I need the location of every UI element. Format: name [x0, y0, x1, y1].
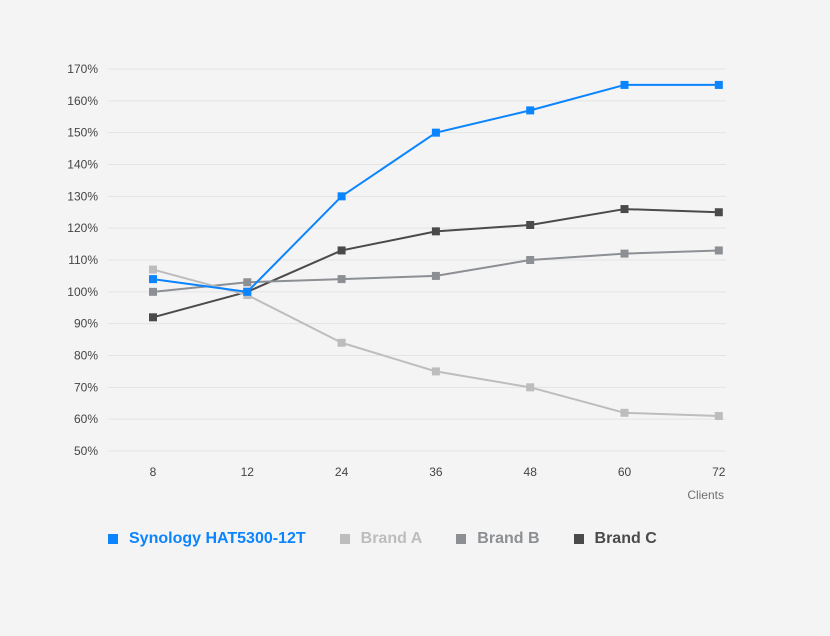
legend-label: Synology HAT5300-12T — [129, 530, 306, 547]
y-tick-label: 50% — [74, 444, 98, 458]
x-tick-label: 48 — [524, 465, 538, 479]
data-point — [431, 128, 440, 137]
legend-label: Brand B — [477, 530, 540, 547]
x-tick-label: 36 — [429, 465, 443, 479]
data-point — [431, 271, 440, 280]
data-point — [149, 287, 157, 296]
y-tick-label: 130% — [67, 189, 98, 203]
legend: Synology HAT5300-12T Brand A Brand B Brand … — [108, 529, 691, 549]
data-point — [337, 275, 346, 284]
series-line — [152, 83, 719, 293]
y-tick-label: 110% — [68, 253, 98, 267]
y-tick-label: 80% — [74, 349, 98, 363]
y-tick-label: 150% — [67, 126, 98, 140]
y-tick-label: 170% — [67, 62, 98, 76]
series-2 — [149, 246, 723, 296]
data-point — [620, 205, 629, 214]
legend-swatch — [339, 534, 350, 544]
data-point — [243, 287, 252, 296]
data-point — [149, 265, 157, 274]
series-0 — [149, 80, 723, 296]
legend-item: Synology HAT5300-12T — [108, 529, 306, 549]
data-point — [620, 408, 629, 417]
data-point — [620, 80, 629, 89]
y-axis-ticks: 50% 60% 70% 80% 90% 100% 110% 120% 130% 140% 150% 1… — [67, 62, 98, 458]
data-point — [337, 246, 346, 255]
y-tick-label: 60% — [74, 412, 98, 426]
y-tick-label: 100% — [67, 285, 98, 299]
y-tick-label: 140% — [67, 158, 98, 172]
data-point — [714, 208, 723, 217]
data-point — [431, 367, 440, 376]
data-point — [620, 249, 629, 258]
y-tick-label: 90% — [74, 317, 98, 331]
series-1 — [149, 265, 723, 420]
data-point — [337, 192, 346, 201]
series-line — [152, 208, 719, 319]
x-tick-label: 8 — [150, 465, 157, 479]
x-tick-label: 12 — [241, 465, 255, 479]
data-point — [714, 411, 723, 420]
series-3 — [149, 205, 723, 322]
grid — [108, 68, 726, 452]
data-point — [431, 227, 440, 236]
series-line — [152, 249, 719, 293]
data-point — [149, 313, 157, 322]
legend-label: Brand A — [360, 530, 423, 547]
y-tick-label: 70% — [74, 380, 98, 394]
x-axis-label: Clients — [687, 488, 724, 502]
data-point — [149, 275, 157, 284]
data-point — [714, 80, 723, 89]
x-tick-label: 24 — [335, 465, 349, 479]
legend-label: Brand C — [594, 530, 657, 547]
data-point — [526, 383, 535, 392]
legend-item: Brand C — [573, 529, 657, 549]
legend-swatch — [108, 534, 118, 544]
data-point — [243, 278, 252, 287]
data-point — [337, 338, 346, 347]
legend-item: Brand B — [456, 529, 540, 549]
data-point — [714, 246, 723, 255]
y-tick-label: 160% — [67, 94, 98, 108]
legend-item: Brand A — [339, 529, 423, 549]
series-lines — [149, 80, 723, 420]
data-point — [526, 256, 535, 264]
y-tick-label: 120% — [67, 221, 98, 235]
legend-swatch — [456, 534, 467, 544]
data-point — [526, 106, 535, 115]
x-tick-label: 60 — [618, 465, 632, 479]
data-point — [526, 220, 535, 229]
x-axis-ticks: 8 12 24 36 48 60 72 — [150, 465, 726, 479]
x-tick-label: 72 — [712, 465, 726, 479]
legend-swatch — [573, 534, 584, 544]
